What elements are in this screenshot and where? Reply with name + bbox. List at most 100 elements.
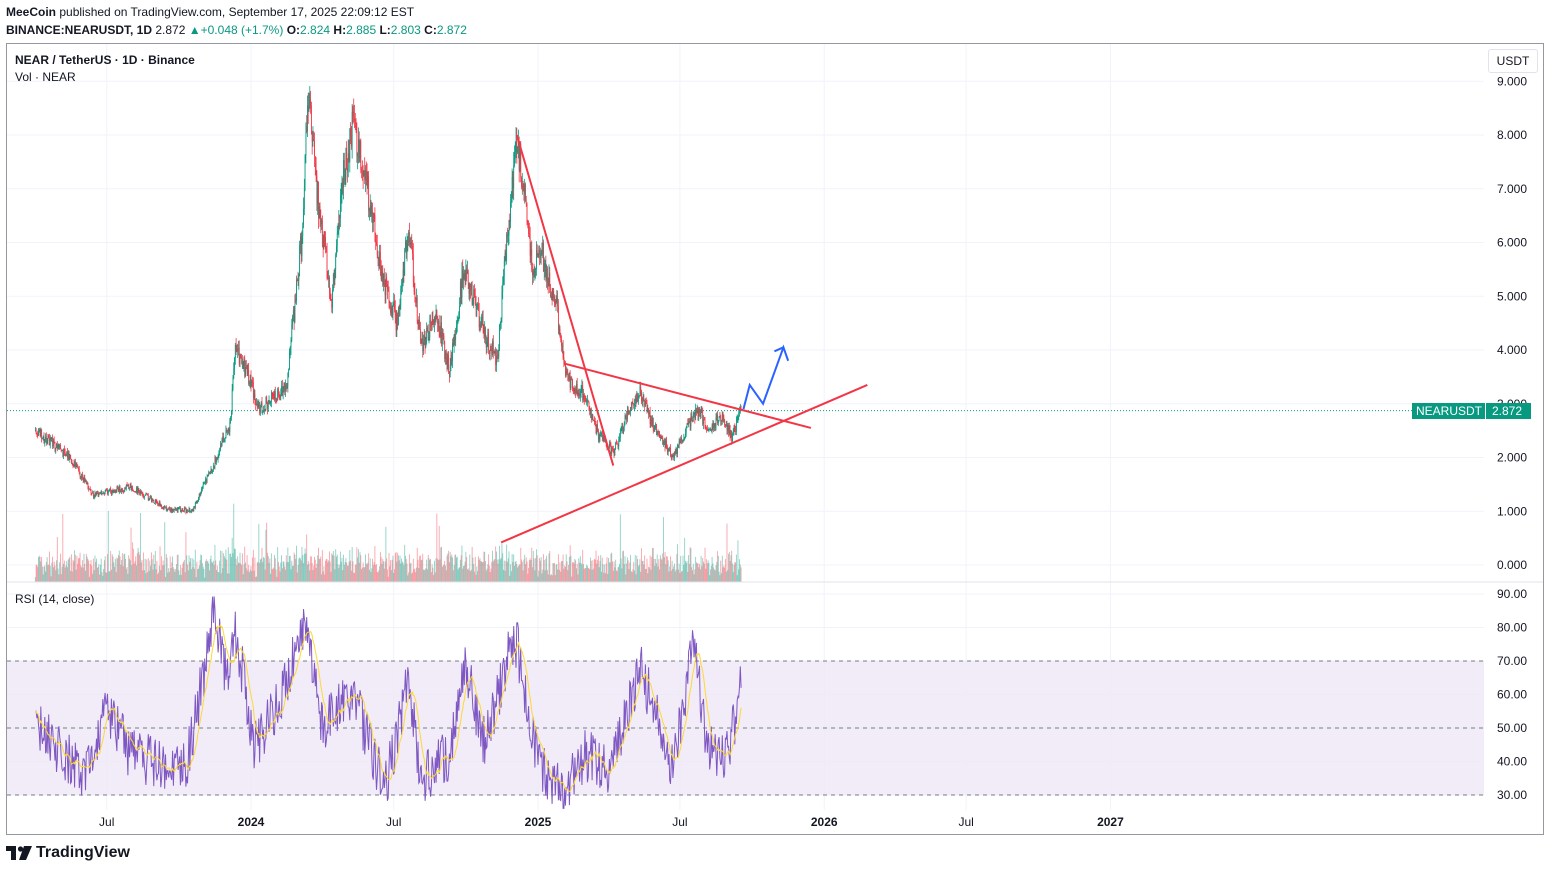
volume-bar	[516, 564, 518, 582]
volume-bar	[129, 558, 130, 582]
candle-body	[172, 508, 173, 512]
candle-body	[320, 218, 322, 225]
candle-body	[356, 126, 358, 157]
volume-bar	[61, 566, 63, 582]
volume-bar	[192, 567, 194, 582]
candle-body	[437, 318, 439, 325]
candle-body	[332, 273, 334, 290]
volume-bar	[266, 522, 268, 582]
candle-body	[354, 120, 356, 126]
volume-bar	[677, 569, 679, 582]
candle-body	[701, 410, 703, 413]
volume-bar	[578, 558, 580, 582]
volume-bar	[455, 554, 457, 582]
candle-body	[260, 407, 261, 413]
candle-body	[292, 316, 293, 325]
volume-bar	[411, 573, 413, 582]
volume-bar	[435, 558, 437, 582]
candle-body	[379, 251, 381, 268]
trendline-drawings	[500, 134, 868, 544]
volume-bar	[538, 570, 540, 582]
volume-bar	[85, 553, 87, 582]
candle-body	[572, 388, 574, 390]
candle-body	[397, 313, 399, 326]
candle-body	[270, 392, 272, 403]
volume-bar	[442, 565, 444, 582]
candle-body	[531, 249, 533, 270]
volume-bar	[281, 568, 283, 582]
candle-body	[392, 303, 394, 316]
volume-bar	[217, 571, 219, 582]
volume-bar	[51, 562, 53, 582]
volume-bar	[546, 569, 548, 582]
candle-body	[150, 496, 152, 499]
volume-bar	[41, 566, 43, 582]
candle-body	[622, 425, 624, 434]
candle-body	[230, 417, 232, 422]
high-value: 2.885	[346, 23, 377, 37]
volume-bar	[503, 560, 505, 582]
candle-body	[136, 487, 138, 495]
volume-bar	[721, 573, 722, 582]
candle-body	[238, 347, 240, 364]
candle-body	[270, 402, 272, 403]
candle-body	[343, 159, 345, 181]
volume-bar	[630, 554, 631, 582]
volume-bar	[533, 558, 535, 582]
volume-bar	[400, 563, 402, 582]
volume-bar	[430, 559, 432, 582]
volume-bar	[477, 571, 479, 582]
main-pane-title: NEAR / TetherUS · 1D · Binance	[15, 53, 195, 67]
volume-bar	[505, 560, 507, 582]
volume-bar	[343, 554, 344, 582]
candle-body	[107, 489, 108, 494]
candle-body	[116, 487, 118, 492]
volume-bar	[623, 564, 625, 582]
candle-body	[731, 430, 733, 442]
candle-body	[514, 152, 515, 165]
volume-bar	[56, 560, 57, 582]
volume-bar	[730, 555, 732, 582]
candle-body	[304, 155, 306, 188]
candle-body	[99, 493, 101, 495]
volume-bar	[372, 558, 373, 582]
volume-bar	[714, 570, 716, 582]
currency-unit-button[interactable]: USDT	[1488, 49, 1538, 73]
volume-bar	[439, 559, 441, 582]
candle-body	[399, 305, 401, 309]
candle-body	[247, 369, 249, 374]
volume-bar	[519, 564, 521, 582]
volume-bar	[292, 565, 294, 582]
volume-bar	[417, 559, 419, 582]
volume-bar	[362, 562, 364, 582]
volume-bar	[687, 571, 689, 582]
volume-bar	[218, 572, 220, 582]
candle-body	[438, 321, 439, 325]
volume-bar	[610, 553, 612, 582]
candle-body	[44, 439, 46, 443]
candle-body	[412, 245, 413, 254]
candle-body	[432, 319, 434, 322]
volume-bar	[572, 561, 574, 582]
volume-bar	[149, 560, 151, 582]
volume-bar	[303, 563, 304, 582]
candle-body	[423, 341, 424, 351]
volume-bar	[495, 551, 497, 582]
volume-bar	[190, 569, 192, 582]
volume-bar	[615, 559, 617, 582]
volume-bar	[267, 556, 269, 582]
tradingview-logo-icon	[6, 846, 32, 860]
candle-body	[372, 211, 373, 223]
volume-bar	[265, 529, 267, 582]
candle-body	[325, 237, 326, 249]
volume-bar	[695, 562, 697, 582]
volume-bar	[260, 558, 262, 582]
volume-bar	[485, 561, 486, 582]
candle-body	[474, 296, 476, 305]
candle-body	[382, 272, 384, 286]
candle-body	[502, 283, 504, 292]
volume-bar	[395, 552, 397, 582]
candle-body	[275, 398, 277, 400]
volume-bar	[461, 545, 463, 582]
